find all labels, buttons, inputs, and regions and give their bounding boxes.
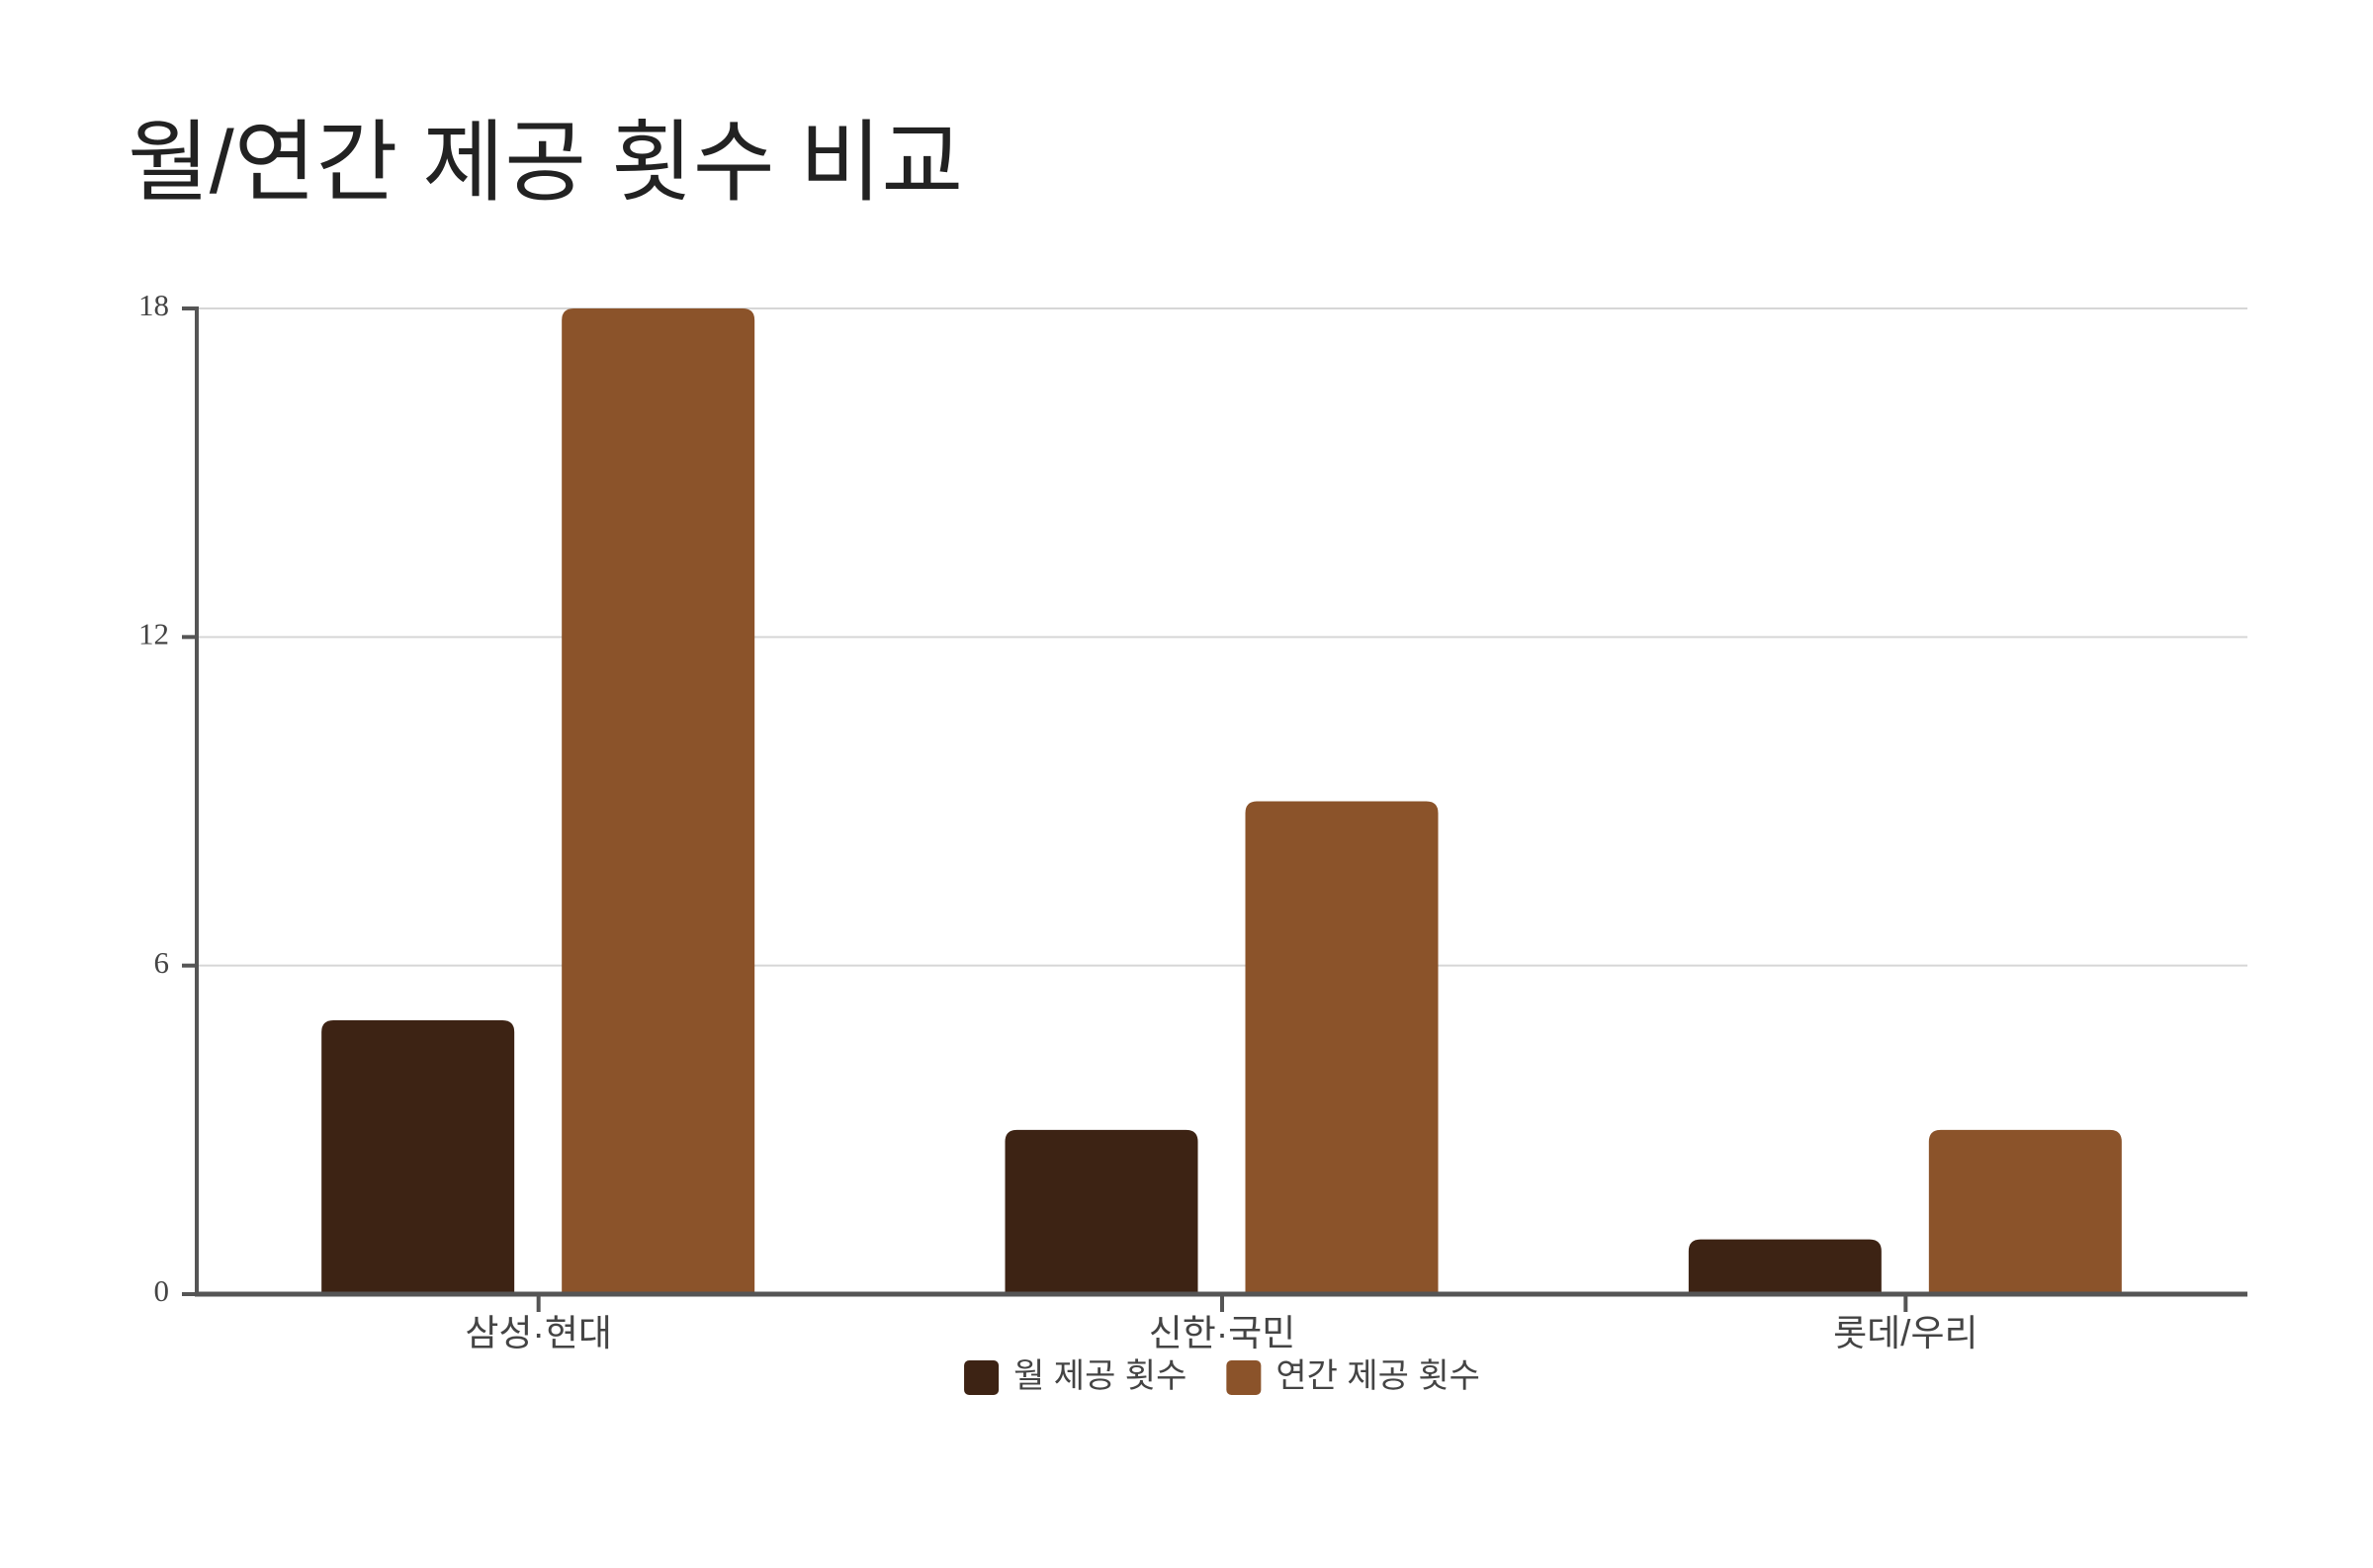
legend-swatch [1226,1360,1262,1395]
bar [1245,801,1439,1294]
y-tick-label: 12 [138,616,169,651]
bar [1928,1129,2122,1294]
legend-swatch [964,1360,1000,1395]
bar [1688,1239,1882,1294]
bar [1005,1129,1198,1294]
x-tick-label: 롯데/우리 [1833,1313,1978,1353]
y-tick-label: 6 [154,945,170,980]
legend-label: 연간 제공 횟수 [1275,1357,1480,1395]
x-tick-label: 신한·국민 [1149,1313,1295,1353]
chart-title: 월/연간 제공 횟수 비교 [128,114,963,213]
y-tick-label: 18 [138,288,169,322]
bar [321,1020,515,1294]
legend-label: 월 제공 횟수 [1013,1357,1186,1395]
bar [562,308,755,1294]
x-tick-label: 삼성·현대 [465,1313,611,1353]
y-tick-label: 0 [154,1273,170,1308]
